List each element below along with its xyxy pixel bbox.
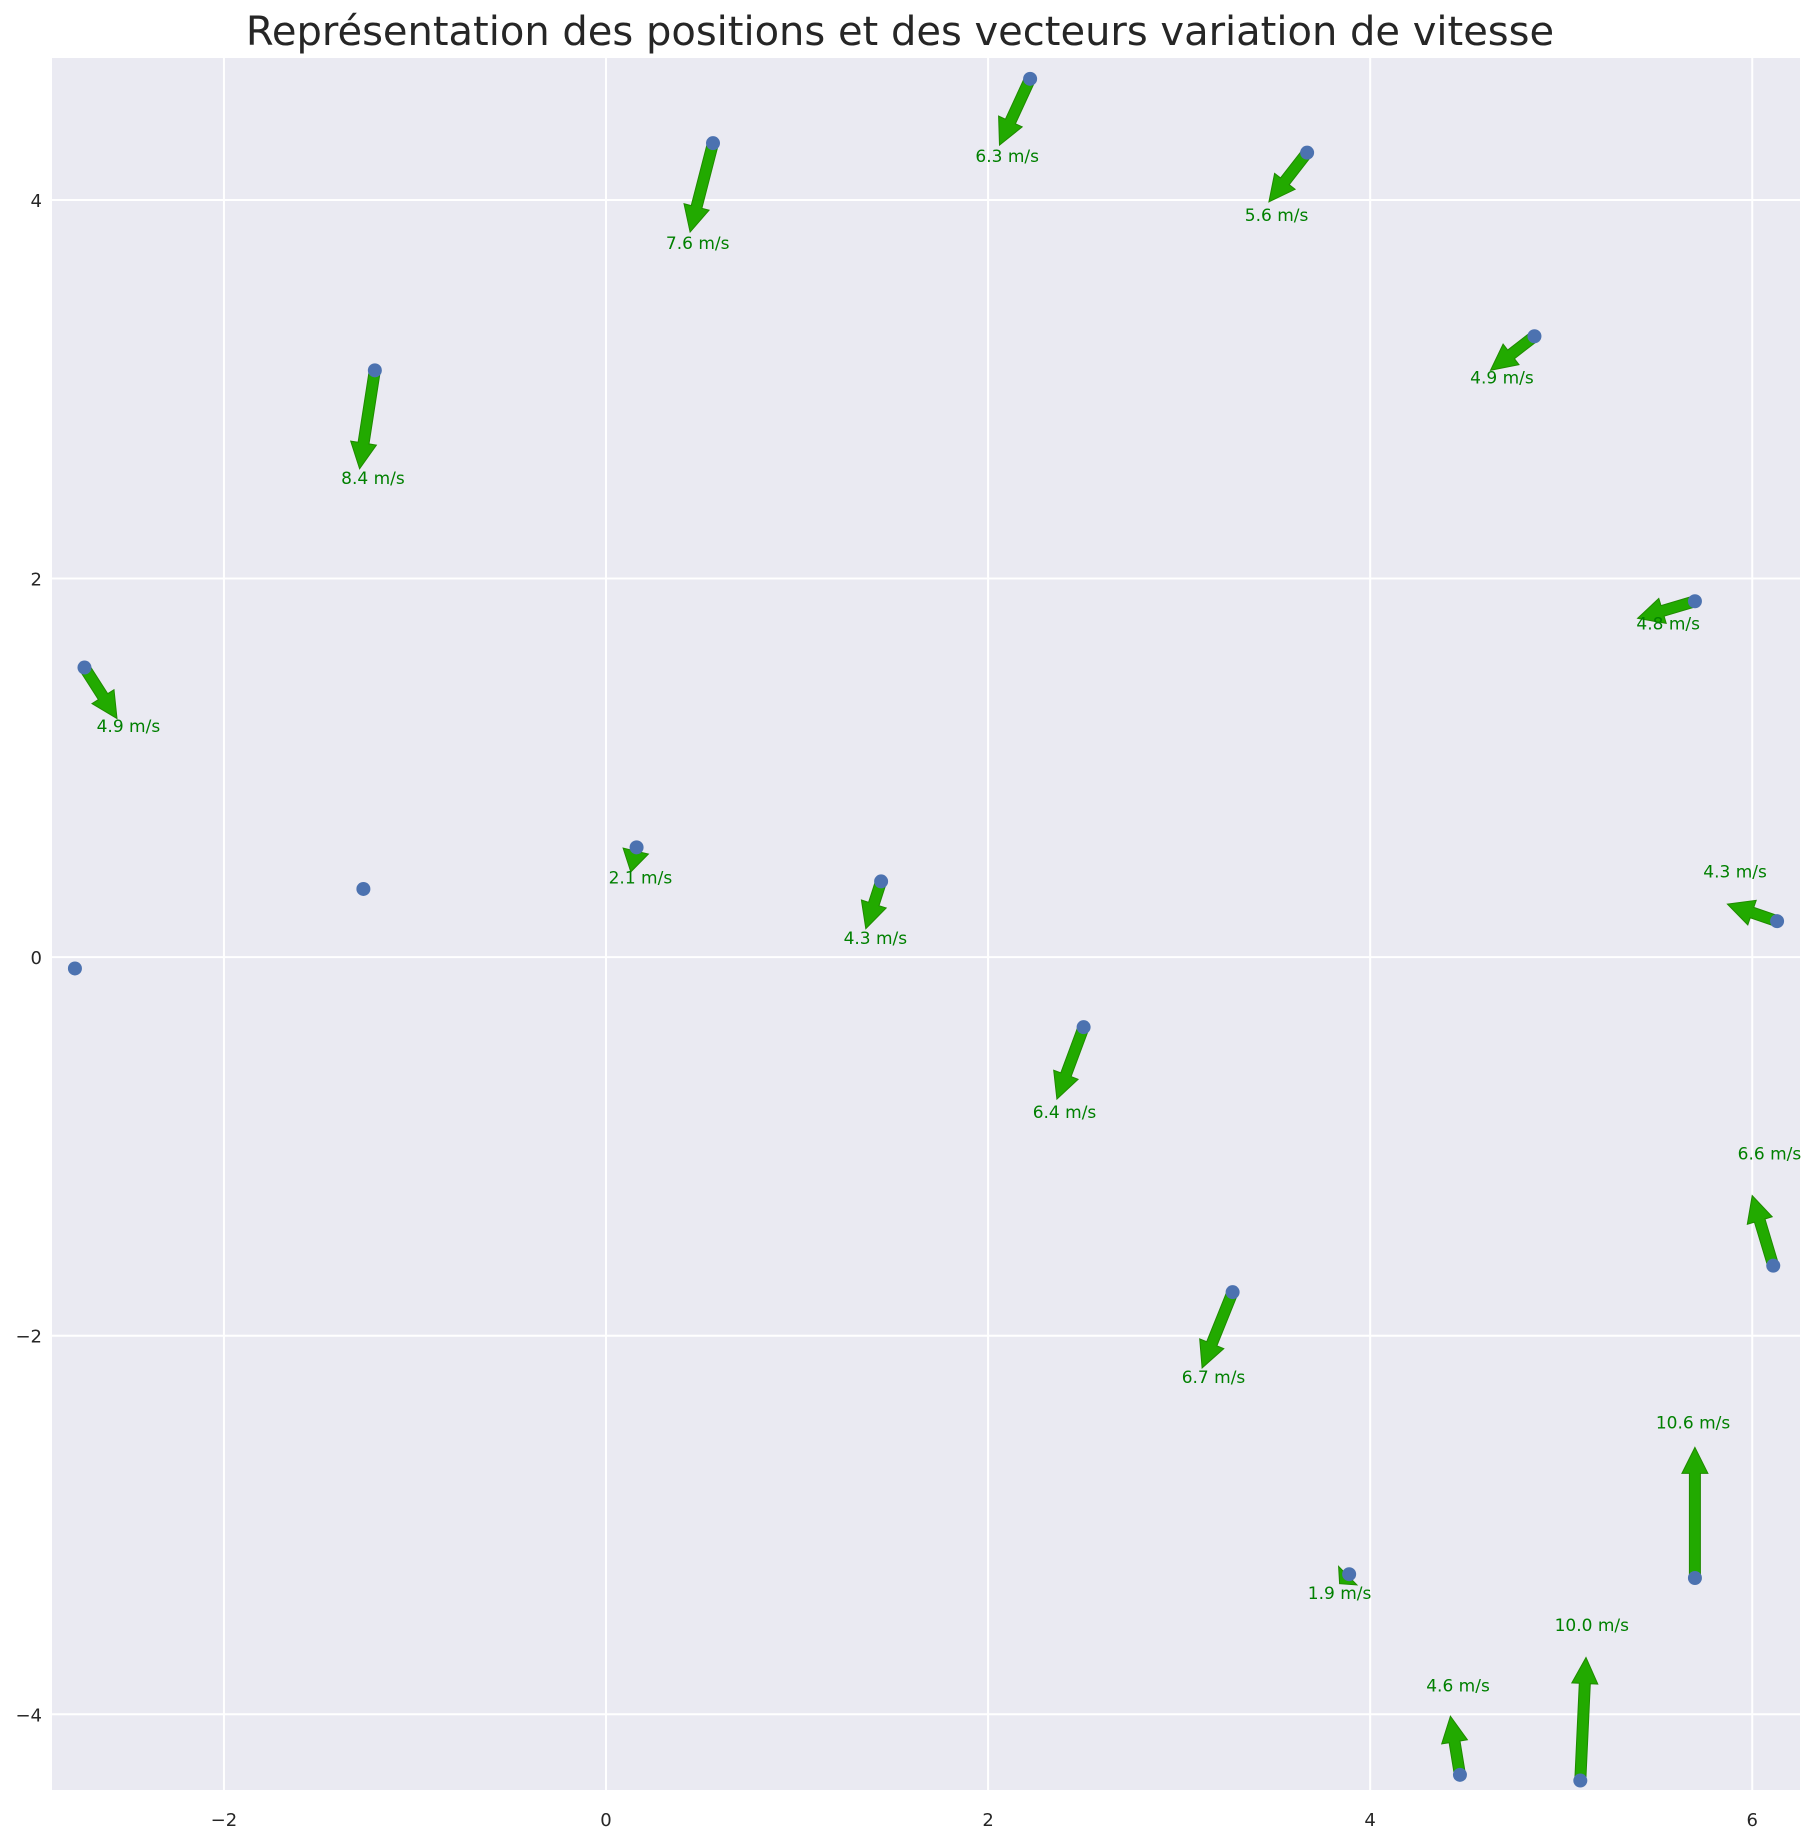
- velocity-arrow: [1489, 331, 1539, 371]
- chart-title: Représentation des positions et des vect…: [246, 9, 1554, 55]
- vector-speed-label: 10.6 m/s: [1656, 1413, 1731, 1433]
- velocity-arrow: [1053, 1024, 1090, 1101]
- x-tick-label: 6: [1747, 1810, 1758, 1831]
- y-tick-label: 0: [31, 948, 42, 969]
- position-point: [1527, 329, 1542, 344]
- position-point: [1687, 1570, 1702, 1585]
- position-point: [1452, 1767, 1467, 1782]
- vector-speed-label: 4.8 m/s: [1636, 615, 1700, 635]
- position-point: [1023, 71, 1038, 86]
- velocity-vectors: [79, 75, 1780, 1782]
- velocity-arrow: [1681, 1446, 1709, 1579]
- velocity-arrow: [1199, 1289, 1239, 1369]
- position-point: [629, 840, 644, 855]
- y-tick-label: 4: [31, 191, 42, 212]
- velocity-arrow: [1636, 595, 1698, 625]
- position-point: [1342, 1567, 1357, 1582]
- vector-speed-label: 6.3 m/s: [975, 147, 1039, 167]
- y-tick-label: −4: [15, 1705, 42, 1726]
- velocity-arrow: [683, 141, 719, 234]
- vector-speed-label: 1.9 m/s: [1308, 1584, 1372, 1604]
- position-points: [67, 71, 1785, 1788]
- position-point: [874, 874, 889, 889]
- velocity-arrow: [1746, 1194, 1780, 1268]
- velocity-arrow: [349, 368, 381, 470]
- y-axis-ticks: −4 −2 0 2 4: [15, 191, 42, 1726]
- vector-labels: 4.9 m/s 8.4 m/s 2.1 m/s 7.6 m/s 4.3 m/s 6.3 m…: [97, 147, 1802, 1696]
- velocity-arrow: [1440, 1715, 1469, 1777]
- x-axis-ticks: −2 0 2 4 6: [211, 1810, 1758, 1831]
- position-point: [1300, 145, 1315, 160]
- vector-speed-label: 8.4 m/s: [341, 469, 405, 489]
- vector-speed-label: 5.6 m/s: [1245, 206, 1309, 226]
- plot-area: [52, 58, 1800, 1790]
- y-tick-label: 2: [31, 570, 42, 591]
- x-tick-label: 2: [982, 1810, 993, 1831]
- velocity-arrow: [998, 75, 1036, 147]
- position-point: [1573, 1773, 1588, 1788]
- position-point: [67, 961, 82, 976]
- vector-speed-label: 4.3 m/s: [844, 929, 908, 949]
- vector-speed-label: 10.0 m/s: [1555, 1616, 1630, 1636]
- position-point: [1076, 1020, 1091, 1035]
- velocity-arrow: [79, 663, 118, 720]
- vector-speed-label: 4.3 m/s: [1703, 863, 1767, 883]
- grid-lines: [52, 58, 1800, 1790]
- position-point: [367, 363, 382, 378]
- vector-speed-label: 2.1 m/s: [609, 868, 673, 888]
- position-point: [77, 660, 92, 675]
- position-point: [705, 136, 720, 151]
- vector-speed-label: 6.4 m/s: [1033, 1103, 1097, 1123]
- velocity-arrow: [1570, 1656, 1599, 1782]
- vector-speed-label: 4.9 m/s: [97, 717, 161, 737]
- vector-speed-label: 6.7 m/s: [1182, 1368, 1246, 1388]
- position-point: [1687, 594, 1702, 609]
- vector-speed-label: 7.6 m/s: [666, 234, 730, 254]
- vector-speed-label: 4.9 m/s: [1470, 369, 1534, 389]
- vector-speed-label: 6.6 m/s: [1738, 1145, 1802, 1165]
- velocity-arrow: [1268, 148, 1313, 203]
- vector-speed-label: 4.6 m/s: [1426, 1677, 1490, 1697]
- velocity-arrow: [1726, 899, 1780, 928]
- position-point: [1770, 914, 1785, 929]
- position-point: [1225, 1285, 1240, 1300]
- position-point: [1766, 1258, 1781, 1273]
- x-tick-label: 0: [600, 1810, 611, 1831]
- y-tick-label: −2: [15, 1327, 42, 1348]
- x-tick-label: 4: [1364, 1810, 1375, 1831]
- position-point: [356, 881, 371, 896]
- x-tick-label: −2: [211, 1810, 238, 1831]
